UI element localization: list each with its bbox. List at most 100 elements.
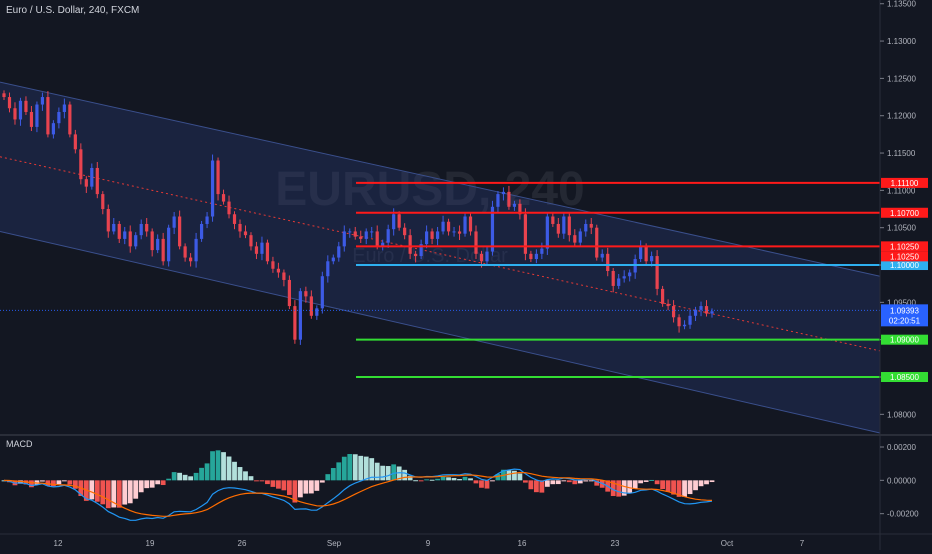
candle-body xyxy=(463,216,467,234)
macd-bar xyxy=(149,480,155,488)
candle-body xyxy=(68,104,72,135)
macd-tick-label: 0.00200 xyxy=(887,443,916,452)
candle-body xyxy=(326,261,330,277)
price-tick-label: 1.13000 xyxy=(887,37,916,46)
macd-histogram xyxy=(1,450,715,509)
candle-body xyxy=(414,253,418,257)
level-price-label: 1.10250 xyxy=(890,252,919,261)
candle-body xyxy=(205,216,209,224)
macd-bar xyxy=(599,480,605,488)
level-price-tag xyxy=(881,241,928,252)
macd-label: MACD xyxy=(6,439,33,449)
candle-body xyxy=(260,242,264,254)
candle-body xyxy=(167,227,171,262)
macd-bar xyxy=(533,480,539,493)
macd-bar xyxy=(671,480,676,495)
macd-bar xyxy=(210,451,215,481)
candle-body xyxy=(661,288,665,304)
macd-bar xyxy=(18,480,23,484)
candle-body xyxy=(161,238,165,262)
macd-line xyxy=(3,468,713,521)
candle-body xyxy=(194,238,198,262)
candle-body xyxy=(243,231,248,236)
macd-bar xyxy=(495,474,501,481)
macd-bar xyxy=(254,480,259,482)
macd-bar xyxy=(204,463,210,481)
candle-body xyxy=(677,317,681,327)
macd-bar xyxy=(89,480,95,500)
candle-body xyxy=(682,324,687,327)
candle-body xyxy=(320,276,324,309)
price-tick-label: 1.12500 xyxy=(887,74,916,83)
macd-bar xyxy=(319,480,325,483)
macd-tick-label: 0.00000 xyxy=(887,476,916,485)
candle-body xyxy=(249,235,253,247)
candle-body xyxy=(666,303,670,307)
macd-bar xyxy=(265,480,270,485)
macd-bar xyxy=(226,456,232,481)
candle-body xyxy=(446,221,451,232)
channel-lower-line xyxy=(0,230,881,434)
candle-body xyxy=(655,256,659,289)
candle-body xyxy=(183,246,187,258)
candle-body xyxy=(485,251,489,262)
macd-bar xyxy=(127,480,133,504)
price-tick-label: 1.10500 xyxy=(887,224,916,233)
candle-body xyxy=(95,167,99,195)
macd-bar xyxy=(665,480,671,492)
macd-bar xyxy=(588,480,594,482)
level-price-tag xyxy=(881,260,928,271)
macd-bar xyxy=(105,480,111,509)
candle-body xyxy=(287,279,291,307)
candle-body xyxy=(106,209,110,232)
candle-body xyxy=(523,214,527,254)
candle-body xyxy=(199,223,204,239)
candle-body xyxy=(331,257,335,262)
level-price-label: 1.10000 xyxy=(890,261,919,270)
current-price-label: 1.09393 xyxy=(890,306,919,315)
macd-bar xyxy=(325,474,331,481)
candle-body xyxy=(435,231,440,239)
candle-body xyxy=(534,253,538,260)
price-tick-label: 1.08000 xyxy=(887,410,916,419)
macd-bar xyxy=(479,480,484,488)
candle-body xyxy=(13,108,17,120)
macd-bar xyxy=(709,480,715,483)
candle-body xyxy=(622,276,626,279)
candle-body xyxy=(639,246,643,260)
macd-bar xyxy=(138,480,144,493)
candle-body xyxy=(271,261,275,269)
macd-bar xyxy=(391,464,397,481)
macd-bar xyxy=(380,465,386,481)
macd-bar xyxy=(638,480,644,484)
time-tick-label: 7 xyxy=(800,539,805,548)
candle-body xyxy=(606,253,610,271)
macd-bar xyxy=(133,480,139,499)
candle-body xyxy=(567,216,571,236)
macd-bar xyxy=(330,468,336,481)
macd-bar xyxy=(56,480,62,485)
time-tick-label: 9 xyxy=(426,539,431,548)
candle-body xyxy=(315,308,319,316)
candle-body xyxy=(210,160,215,217)
candle-body xyxy=(540,248,544,254)
macd-bar xyxy=(517,473,523,481)
candle-body xyxy=(293,306,297,340)
price-tick-label: 1.11500 xyxy=(887,149,916,158)
macd-bar xyxy=(418,480,424,482)
candle-body xyxy=(562,216,566,234)
macd-bar xyxy=(29,480,34,488)
macd-bar xyxy=(155,480,161,485)
watermark-symbol: EURUSD, 240 xyxy=(275,163,584,216)
watermark-subtitle: Euro / U.S. Dollar xyxy=(352,245,508,267)
candle-body xyxy=(150,231,154,251)
macd-bar xyxy=(583,480,589,482)
candle-body xyxy=(309,296,313,316)
candle-body xyxy=(468,216,473,232)
candle-body xyxy=(392,214,396,230)
macd-bar xyxy=(292,480,298,503)
candle-body xyxy=(2,93,6,98)
macd-bar xyxy=(506,470,512,481)
candle-body xyxy=(501,191,506,195)
